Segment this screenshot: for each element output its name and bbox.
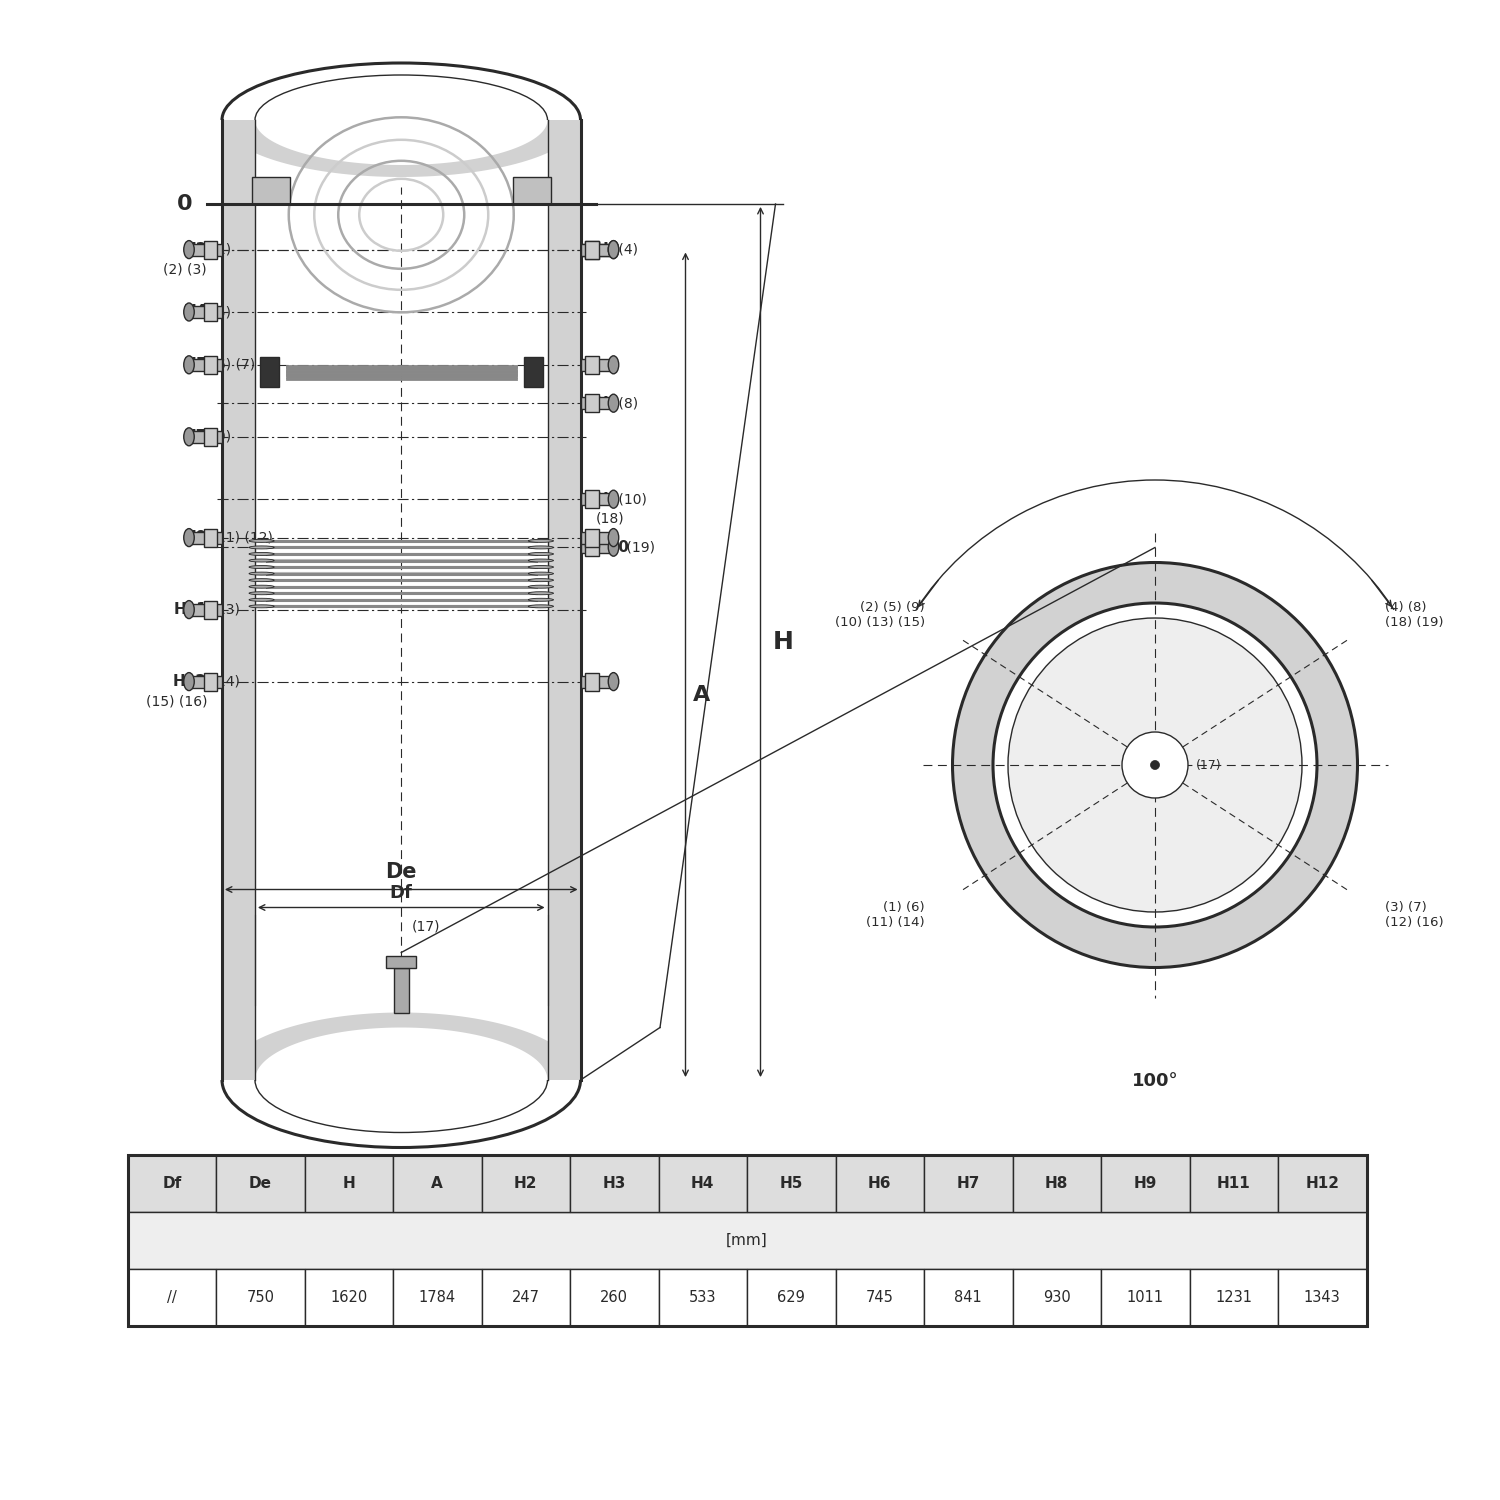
Text: H11: H11 xyxy=(1216,1176,1251,1191)
Text: H2: H2 xyxy=(514,1176,537,1191)
Ellipse shape xyxy=(249,585,274,588)
Ellipse shape xyxy=(184,303,195,321)
Text: H8: H8 xyxy=(1046,1176,1068,1191)
Text: H9: H9 xyxy=(183,530,207,544)
Ellipse shape xyxy=(184,427,195,445)
Ellipse shape xyxy=(528,598,554,602)
Bar xyxy=(580,494,614,506)
Bar xyxy=(585,528,598,546)
Text: H7: H7 xyxy=(957,1176,980,1191)
Bar xyxy=(580,675,614,687)
Ellipse shape xyxy=(184,240,195,258)
Bar xyxy=(304,1155,393,1212)
Text: H3: H3 xyxy=(596,242,619,256)
Ellipse shape xyxy=(609,538,618,556)
Text: H: H xyxy=(772,630,794,654)
Text: H: H xyxy=(342,1176,355,1191)
Text: H3: H3 xyxy=(603,1176,625,1191)
Bar xyxy=(204,240,218,258)
Text: (2) (5) (9)
(10) (13) (15): (2) (5) (9) (10) (13) (15) xyxy=(834,602,926,630)
Bar xyxy=(1101,1155,1190,1212)
Ellipse shape xyxy=(528,572,554,574)
Bar xyxy=(189,243,222,255)
Bar xyxy=(128,1155,216,1212)
Ellipse shape xyxy=(249,598,274,602)
Text: (14): (14) xyxy=(207,675,240,688)
Bar xyxy=(189,358,222,370)
Text: H9: H9 xyxy=(1134,1176,1156,1191)
Text: (11) (12): (11) (12) xyxy=(207,531,273,544)
Bar xyxy=(1190,1155,1278,1212)
Text: (19): (19) xyxy=(622,540,656,554)
Bar xyxy=(585,394,598,412)
Bar xyxy=(585,538,598,556)
Bar xyxy=(570,1269,658,1326)
Ellipse shape xyxy=(184,672,195,690)
Bar xyxy=(260,357,279,387)
Circle shape xyxy=(1122,732,1188,798)
Bar xyxy=(128,1155,1366,1326)
Text: 841: 841 xyxy=(954,1290,982,1305)
Text: A: A xyxy=(693,686,711,705)
Ellipse shape xyxy=(249,572,274,574)
Text: H5: H5 xyxy=(780,1176,802,1191)
Bar xyxy=(585,356,598,374)
Text: (5): (5) xyxy=(207,304,231,320)
Bar xyxy=(204,427,218,445)
Ellipse shape xyxy=(528,552,554,555)
Text: 1620: 1620 xyxy=(330,1290,368,1305)
Ellipse shape xyxy=(528,591,554,594)
Ellipse shape xyxy=(528,540,554,543)
Ellipse shape xyxy=(528,604,554,608)
Text: (4) (8)
(18) (19): (4) (8) (18) (19) xyxy=(1384,602,1443,630)
Bar xyxy=(1278,1269,1366,1326)
Bar xyxy=(747,1269,836,1326)
Ellipse shape xyxy=(249,540,274,543)
Text: (4): (4) xyxy=(614,243,638,256)
Bar xyxy=(393,1155,482,1212)
Text: 930: 930 xyxy=(1042,1290,1071,1305)
Bar xyxy=(580,398,614,410)
Ellipse shape xyxy=(528,546,554,549)
Text: H6: H6 xyxy=(596,396,619,411)
Ellipse shape xyxy=(249,579,274,582)
Bar xyxy=(387,956,416,968)
Text: Df: Df xyxy=(390,884,412,902)
Ellipse shape xyxy=(609,672,618,690)
Ellipse shape xyxy=(184,600,195,618)
Text: (9): (9) xyxy=(207,430,231,444)
Text: (2) (3): (2) (3) xyxy=(164,262,207,276)
Bar xyxy=(189,430,222,442)
Text: A: A xyxy=(432,1176,442,1191)
Text: 1231: 1231 xyxy=(1215,1290,1252,1305)
Text: 750: 750 xyxy=(246,1290,274,1305)
Bar xyxy=(836,1155,924,1212)
Text: Df: Df xyxy=(162,1176,182,1191)
Polygon shape xyxy=(222,120,580,177)
Bar xyxy=(204,356,218,374)
Text: 533: 533 xyxy=(688,1290,717,1305)
Ellipse shape xyxy=(528,579,554,582)
Ellipse shape xyxy=(609,394,618,412)
Bar xyxy=(204,303,218,321)
Text: (1): (1) xyxy=(207,243,231,256)
Text: 260: 260 xyxy=(600,1290,628,1305)
Text: (6) (7): (6) (7) xyxy=(207,358,255,372)
Polygon shape xyxy=(255,120,548,1080)
Ellipse shape xyxy=(249,566,274,568)
Ellipse shape xyxy=(184,528,195,546)
Bar xyxy=(585,240,598,258)
Text: De: De xyxy=(386,861,417,882)
Text: 629: 629 xyxy=(777,1290,806,1305)
Bar xyxy=(393,1269,482,1326)
Circle shape xyxy=(993,603,1317,927)
Text: (17): (17) xyxy=(411,920,441,933)
Bar xyxy=(585,672,598,690)
Bar xyxy=(128,1212,1366,1269)
Bar xyxy=(1013,1155,1101,1212)
Text: H11: H11 xyxy=(174,602,207,616)
Ellipse shape xyxy=(249,604,274,608)
Text: 1343: 1343 xyxy=(1304,1290,1341,1305)
Bar xyxy=(924,1155,1013,1212)
Text: H12: H12 xyxy=(172,674,207,688)
